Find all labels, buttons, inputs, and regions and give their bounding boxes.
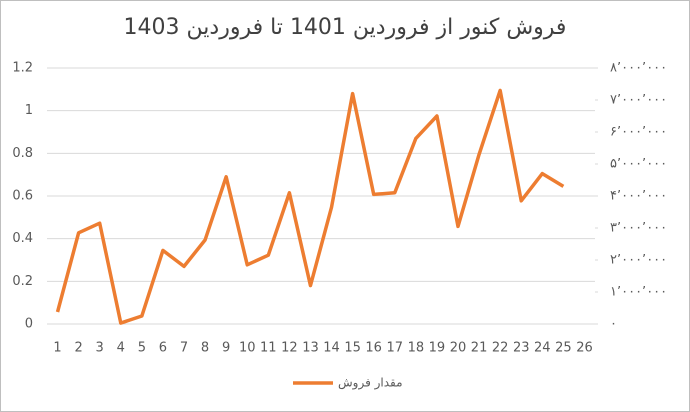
y-tick-label: 1.2 [12,61,33,76]
x-tick-label: 21 [471,341,488,356]
x-tick-label: 23 [513,341,530,356]
line-series [55,88,565,325]
x-tick-label: 24 [534,341,551,356]
y2-tick-label: ۲٬۰۰۰٬۰۰۰ [610,253,667,268]
x-tick-label: 13 [302,341,319,356]
y-tick-label: 1 [25,103,33,118]
x-tick-label: 17 [386,341,403,356]
x-tick-label: 1 [53,341,61,356]
x-tick-label: 22 [492,341,509,356]
y2-tick-label: ۸٬۰۰۰٬۰۰۰ [610,61,667,76]
x-tick-label: 18 [408,341,425,356]
x-tick-label: 26 [576,341,593,356]
x-tick-label: 11 [260,341,277,356]
y2-tick-label: ۷٬۰۰۰٬۰۰۰ [610,93,667,108]
x-tick-label: 19 [429,341,446,356]
y2-tick-label: ۴٬۰۰۰٬۰۰۰ [610,189,667,204]
y-tick-label: 0.4 [12,231,33,246]
x-tick-label: 6 [159,341,167,356]
x-tick-label: 4 [117,341,125,356]
x-tick-label: 5 [138,341,146,356]
x-tick-label: 14 [323,341,340,356]
y2-tick-label: ۰ [610,317,617,332]
x-tick-label: 15 [344,341,361,356]
x-tick-label: 2 [74,341,82,356]
x-tick-label: 10 [239,341,256,356]
x-tick-label: 12 [281,341,298,356]
y2-tick-label: ۵٬۰۰۰٬۰۰۰ [610,157,667,172]
chart-title: فروش کنور از فروردین 1401 تا فروردین 140… [124,15,567,40]
legend-label: مقدار فروش [338,376,403,391]
x-tick-label: 3 [96,341,104,356]
x-tick-label: 20 [450,341,467,356]
y2-tick-label: ۳٬۰۰۰٬۰۰۰ [610,221,667,236]
y-tick-label: 0.2 [12,274,33,289]
y-tick-label: 0.8 [12,146,33,161]
x-tick-label: 16 [365,341,382,356]
x-tick-label: 25 [555,341,572,356]
x-tick-label: 8 [201,341,209,356]
x-tick-label: 7 [180,341,188,356]
y-tick-label: 0 [25,317,33,332]
x-tick-label: 9 [222,341,230,356]
y-tick-label: 0.6 [12,189,33,204]
y2-tick-label: ۶٬۰۰۰٬۰۰۰ [610,125,667,140]
y2-tick-label: ۱٬۰۰۰٬۰۰۰ [610,285,667,300]
